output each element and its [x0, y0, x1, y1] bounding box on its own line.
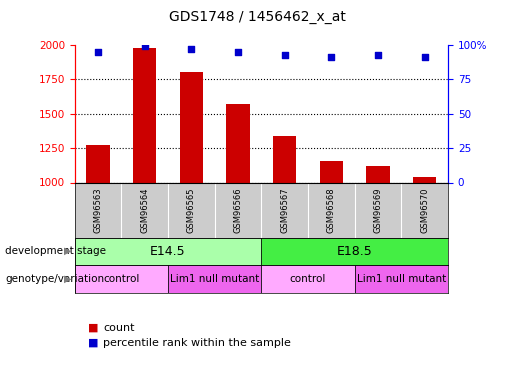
Bar — [273, 136, 296, 183]
Point — [281, 52, 289, 58]
Text: control: control — [103, 274, 140, 284]
Bar — [133, 48, 157, 183]
Bar — [180, 72, 203, 183]
Text: GDS1748 / 1456462_x_at: GDS1748 / 1456462_x_at — [169, 10, 346, 24]
Point — [94, 49, 102, 55]
Text: control: control — [290, 274, 326, 284]
Bar — [366, 166, 390, 183]
Bar — [87, 146, 110, 183]
Bar — [320, 161, 343, 183]
Bar — [75, 237, 261, 265]
Bar — [227, 104, 250, 183]
Text: GSM96565: GSM96565 — [187, 187, 196, 233]
Point — [187, 46, 196, 52]
Text: GSM96570: GSM96570 — [420, 187, 429, 233]
Bar — [261, 237, 448, 265]
Point — [421, 54, 429, 60]
Point — [141, 44, 149, 50]
Point — [234, 49, 242, 55]
Text: GSM96566: GSM96566 — [233, 187, 243, 233]
Text: GSM96564: GSM96564 — [140, 187, 149, 233]
Text: ▶: ▶ — [64, 246, 72, 256]
Text: count: count — [103, 323, 134, 333]
Text: Lim1 null mutant: Lim1 null mutant — [357, 274, 446, 284]
Bar — [75, 265, 168, 292]
Text: GSM96567: GSM96567 — [280, 187, 289, 233]
Text: Lim1 null mutant: Lim1 null mutant — [170, 274, 260, 284]
Text: genotype/variation: genotype/variation — [5, 274, 104, 284]
Point — [374, 52, 382, 58]
Bar — [355, 265, 448, 292]
Text: GSM96568: GSM96568 — [327, 187, 336, 233]
Text: GSM96563: GSM96563 — [94, 187, 102, 233]
Text: development stage: development stage — [5, 246, 106, 256]
Text: E18.5: E18.5 — [337, 245, 372, 258]
Text: ■: ■ — [88, 338, 98, 348]
Text: E14.5: E14.5 — [150, 245, 186, 258]
Point — [327, 54, 335, 60]
Text: percentile rank within the sample: percentile rank within the sample — [103, 338, 291, 348]
Text: ■: ■ — [88, 323, 98, 333]
Bar — [168, 265, 261, 292]
Text: ▶: ▶ — [64, 274, 72, 284]
Text: GSM96569: GSM96569 — [373, 187, 383, 233]
Bar — [413, 177, 436, 183]
Bar — [261, 265, 355, 292]
